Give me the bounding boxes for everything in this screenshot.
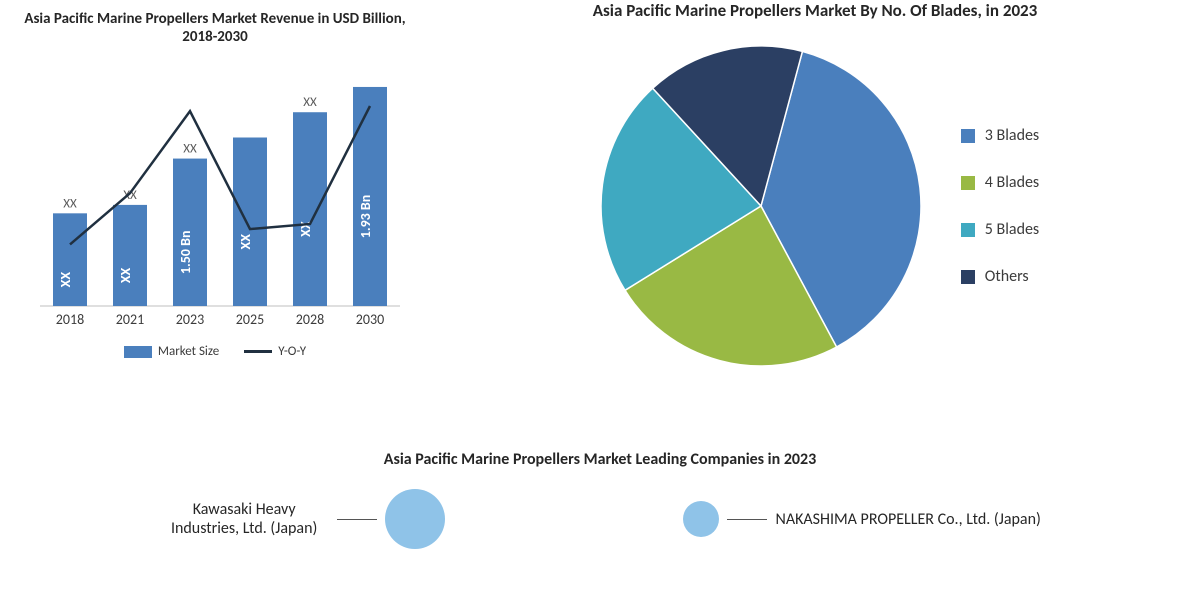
company-bubble-icon <box>683 501 719 537</box>
pie-chart-title: Asia Pacific Marine Propellers Market By… <box>450 0 1180 21</box>
svg-text:2023: 2023 <box>176 311 204 328</box>
svg-text:2021: 2021 <box>116 311 144 328</box>
pie-chart-legend: 3 Blades 4 Blades 5 Blades Others <box>961 126 1039 286</box>
legend-yoy: Y-O-Y <box>244 344 306 359</box>
pie-legend-item: Others <box>961 267 1039 286</box>
svg-text:XX: XX <box>123 188 137 203</box>
connector-line <box>337 519 377 520</box>
company-label: NAKASHIMA PROPELLER Co., Ltd. (Japan) <box>775 510 1040 529</box>
pie-swatch <box>961 223 975 237</box>
pie-chart-svg <box>591 36 931 376</box>
pie-legend-label: 5 Blades <box>985 220 1039 239</box>
pie-legend-label: 3 Blades <box>985 126 1039 145</box>
pie-swatch <box>961 176 975 190</box>
connector-line <box>727 519 767 520</box>
pie-legend-item: 3 Blades <box>961 126 1039 145</box>
svg-text:XX: XX <box>117 267 134 283</box>
pie-legend-item: 5 Blades <box>961 220 1039 239</box>
pie-legend-item: 4 Blades <box>961 173 1039 192</box>
legend-yoy-label: Y-O-Y <box>278 344 306 359</box>
svg-text:XX: XX <box>63 196 77 211</box>
svg-text:2030: 2030 <box>356 311 384 328</box>
legend-market-size: Market Size <box>124 344 219 359</box>
svg-text:1.93 Bn: 1.93 Bn <box>357 195 374 239</box>
bar-chart-area: 2018 XX XX 2021 XX XX 2023 1.50 Bn XX 2025 XX 2028 X… <box>20 56 410 336</box>
bar-chart-legend: Market Size Y-O-Y <box>20 344 410 359</box>
company-label: Kawasaki Heavy Industries, Ltd. (Japan) <box>159 500 329 538</box>
bar-chart-title: Asia Pacific Marine Propellers Market Re… <box>20 10 410 46</box>
svg-text:XX: XX <box>57 272 74 288</box>
companies-section: Asia Pacific Marine Propellers Market Le… <box>0 440 1200 549</box>
yoy-swatch <box>244 350 272 353</box>
pie-legend-label: 4 Blades <box>985 173 1039 192</box>
pie-legend-label: Others <box>985 267 1029 286</box>
company-bubble-icon <box>385 489 445 549</box>
company-item: NAKASHIMA PROPELLER Co., Ltd. (Japan) <box>683 501 1040 537</box>
pie-swatch <box>961 129 975 143</box>
svg-text:2028: 2028 <box>296 311 324 328</box>
svg-text:2018: 2018 <box>56 311 84 328</box>
svg-text:2025: 2025 <box>236 311 264 328</box>
svg-text:XX: XX <box>303 95 317 110</box>
companies-row: Kawasaki Heavy Industries, Ltd. (Japan) N… <box>40 489 1160 549</box>
pie-chart-panel: Asia Pacific Marine Propellers Market By… <box>430 0 1200 440</box>
legend-market-size-label: Market Size <box>158 344 219 359</box>
bar-chart-svg: 2018 XX XX 2021 XX XX 2023 1.50 Bn XX 2025 XX 2028 X… <box>20 56 410 336</box>
bar-chart-panel: Asia Pacific Marine Propellers Market Re… <box>0 0 430 440</box>
svg-text:1.50 Bn: 1.50 Bn <box>177 231 194 275</box>
pie-swatch <box>961 270 975 284</box>
svg-text:XX: XX <box>237 234 254 250</box>
companies-title: Asia Pacific Marine Propellers Market Le… <box>40 450 1160 469</box>
svg-text:XX: XX <box>183 142 197 157</box>
market-size-swatch <box>124 346 152 358</box>
company-item: Kawasaki Heavy Industries, Ltd. (Japan) <box>159 489 445 549</box>
